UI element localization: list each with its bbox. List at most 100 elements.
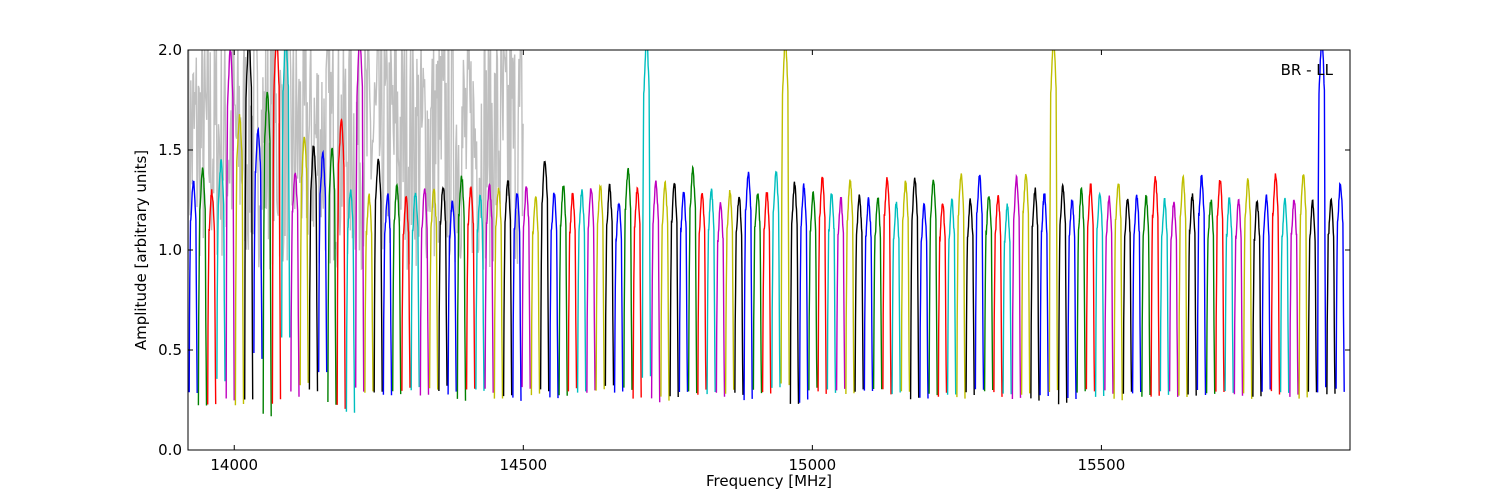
channel-line-14 xyxy=(318,149,328,373)
channel-line-30 xyxy=(465,186,476,390)
channel-line-25 xyxy=(419,188,430,396)
channel-line-44 xyxy=(595,183,605,391)
channel-line-46 xyxy=(613,202,624,393)
channel-line-117 xyxy=(1270,173,1281,395)
channel-line-82 xyxy=(946,198,957,395)
channel-line-31 xyxy=(475,194,485,391)
channel-line-60 xyxy=(743,171,753,401)
channel-line-4 xyxy=(225,50,235,401)
channel-line-45 xyxy=(604,183,615,386)
channel-line-43 xyxy=(586,188,596,393)
channel-line-47 xyxy=(623,167,633,390)
y-axis-label: Amplitude [arbitrary units] xyxy=(132,150,150,350)
channel-line-83 xyxy=(956,173,966,399)
channel-line-35 xyxy=(512,192,522,401)
y-tick-label: 1.5 xyxy=(158,141,182,159)
channel-line-73 xyxy=(863,197,874,392)
channel-line-81 xyxy=(937,203,948,397)
channel-line-13 xyxy=(308,145,319,392)
channel-line-111 xyxy=(1215,180,1225,393)
channel-line-109 xyxy=(1196,174,1207,396)
channel-line-27 xyxy=(438,186,448,392)
channel-line-36 xyxy=(521,186,531,389)
channel-line-115 xyxy=(1252,199,1262,397)
channel-line-41 xyxy=(567,192,578,392)
channel-line-87 xyxy=(993,194,1003,397)
channel-line-98 xyxy=(1094,191,1105,397)
channel-line-97 xyxy=(1085,182,1096,392)
channel-line-15 xyxy=(327,147,337,405)
channel-line-39 xyxy=(549,192,559,399)
channel-line-122 xyxy=(1316,50,1327,393)
channel-line-102 xyxy=(1131,194,1142,394)
channel-line-67 xyxy=(808,191,818,391)
channel-line-90 xyxy=(1020,173,1031,395)
channel-line-42 xyxy=(576,189,587,393)
channel-line-16 xyxy=(336,118,346,409)
channel-line-63 xyxy=(771,170,781,388)
channel-line-89 xyxy=(1011,173,1022,400)
channel-line-121 xyxy=(1307,199,1318,393)
channel-line-21 xyxy=(382,193,393,396)
channel-line-64 xyxy=(780,50,790,386)
channel-line-108 xyxy=(1187,193,1197,396)
channel-line-76 xyxy=(891,201,901,395)
channel-line-100 xyxy=(1113,183,1123,401)
channel-line-32 xyxy=(484,183,494,393)
channel-line-6 xyxy=(243,50,254,400)
x-tick-label: 15500 xyxy=(1078,456,1126,474)
channel-line-26 xyxy=(428,188,439,390)
channel-line-120 xyxy=(1298,174,1308,399)
plot-annotation: BR - LL xyxy=(1281,61,1334,79)
y-tick-label: 0.0 xyxy=(158,441,182,459)
channel-line-59 xyxy=(734,196,744,395)
channel-line-12 xyxy=(299,136,309,386)
channel-line-49 xyxy=(641,50,652,378)
channel-line-71 xyxy=(845,179,855,395)
channel-line-85 xyxy=(974,174,985,390)
channel-line-84 xyxy=(965,198,975,396)
channel-line-62 xyxy=(761,192,772,394)
channel-line-70 xyxy=(835,196,846,391)
channel-line-5 xyxy=(234,114,245,406)
channel-line-34 xyxy=(502,180,513,397)
channel-line-88 xyxy=(1002,203,1012,395)
channel-line-10 xyxy=(281,50,291,338)
channel-line-101 xyxy=(1122,198,1133,394)
channel-line-94 xyxy=(1057,182,1068,405)
channel-line-112 xyxy=(1224,196,1234,393)
channel-line-104 xyxy=(1150,176,1160,397)
channel-line-103 xyxy=(1141,194,1151,397)
channel-line-78 xyxy=(909,177,920,400)
x-axis-ticks: 14000 14500 15000 15500 xyxy=(210,50,1125,474)
y-tick-label: 1.0 xyxy=(158,241,182,259)
channel-line-22 xyxy=(392,183,402,395)
x-tick-label: 14500 xyxy=(499,456,547,474)
channel-line-18 xyxy=(355,50,365,392)
channel-line-1 xyxy=(197,167,208,406)
channel-line-28 xyxy=(447,199,457,395)
channel-line-124 xyxy=(1335,181,1345,392)
channel-line-113 xyxy=(1233,198,1244,396)
x-tick-label: 15000 xyxy=(788,456,836,474)
channel-line-19 xyxy=(364,193,374,393)
channel-line-107 xyxy=(1178,173,1188,398)
y-tick-label: 0.5 xyxy=(158,341,182,359)
channel-line-55 xyxy=(697,192,707,395)
channel-line-20 xyxy=(373,158,383,393)
channel-series-layer xyxy=(188,50,1345,417)
channel-line-93 xyxy=(1048,50,1059,393)
channel-line-80 xyxy=(928,179,938,396)
channel-line-53 xyxy=(678,191,689,393)
channel-line-72 xyxy=(854,194,864,392)
channel-line-75 xyxy=(882,177,892,395)
channel-line-118 xyxy=(1279,197,1290,393)
channel-line-2 xyxy=(207,189,217,405)
channel-line-48 xyxy=(632,186,642,399)
channel-line-69 xyxy=(826,193,837,393)
channel-line-79 xyxy=(919,202,929,399)
channel-line-68 xyxy=(817,176,827,394)
channel-line-96 xyxy=(1076,186,1086,393)
channel-line-92 xyxy=(1039,193,1049,397)
